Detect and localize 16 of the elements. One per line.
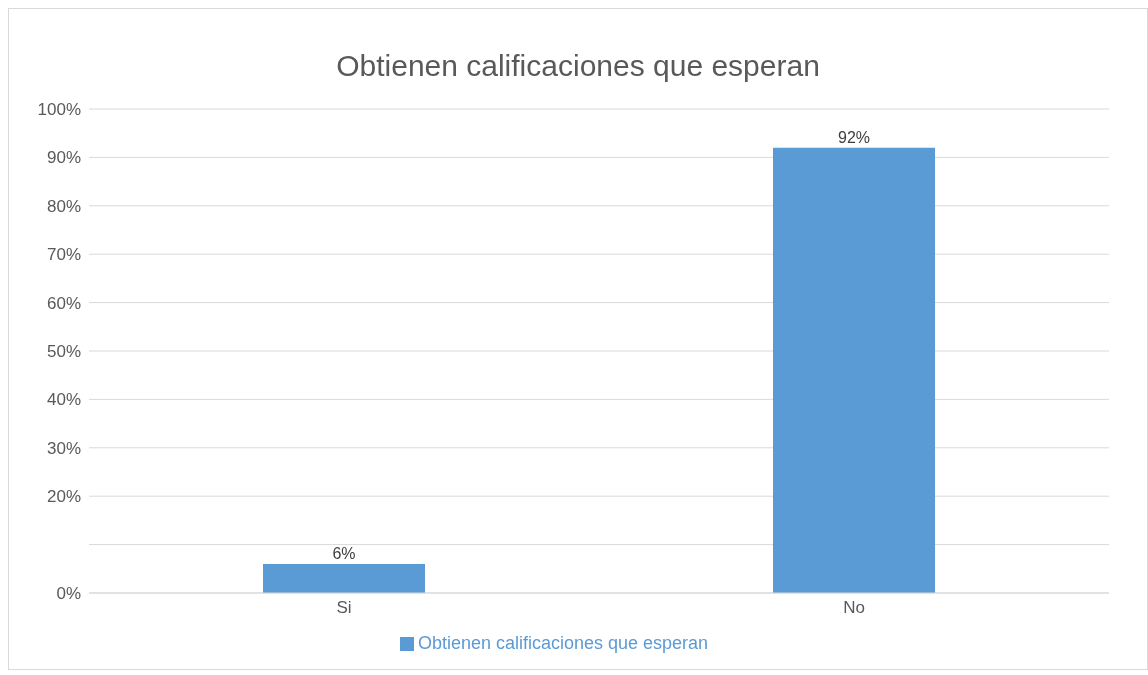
x-tick-label: No	[843, 598, 865, 618]
y-tick-label: 30%	[46, 438, 81, 458]
y-tick-label: 90%	[46, 148, 81, 168]
legend-label: Obtienen calificaciones que esperan	[417, 633, 709, 653]
chart-title: Obtienen calificaciones que esperan	[335, 49, 821, 84]
y-tick-label: 20%	[46, 487, 81, 507]
y-tick-label: 40%	[46, 390, 81, 410]
y-tick-label: 100%	[37, 100, 81, 120]
y-tick-label: 50%	[46, 342, 81, 362]
y-tick-label: 80%	[46, 196, 81, 216]
y-tick-label: 0%	[56, 584, 81, 604]
y-tick-label: 60%	[46, 293, 81, 313]
x-tick-label: Si	[336, 598, 352, 618]
y-tick-label: 70%	[46, 245, 81, 265]
data-label: 6%	[332, 544, 356, 562]
data-label: 92%	[837, 128, 871, 146]
